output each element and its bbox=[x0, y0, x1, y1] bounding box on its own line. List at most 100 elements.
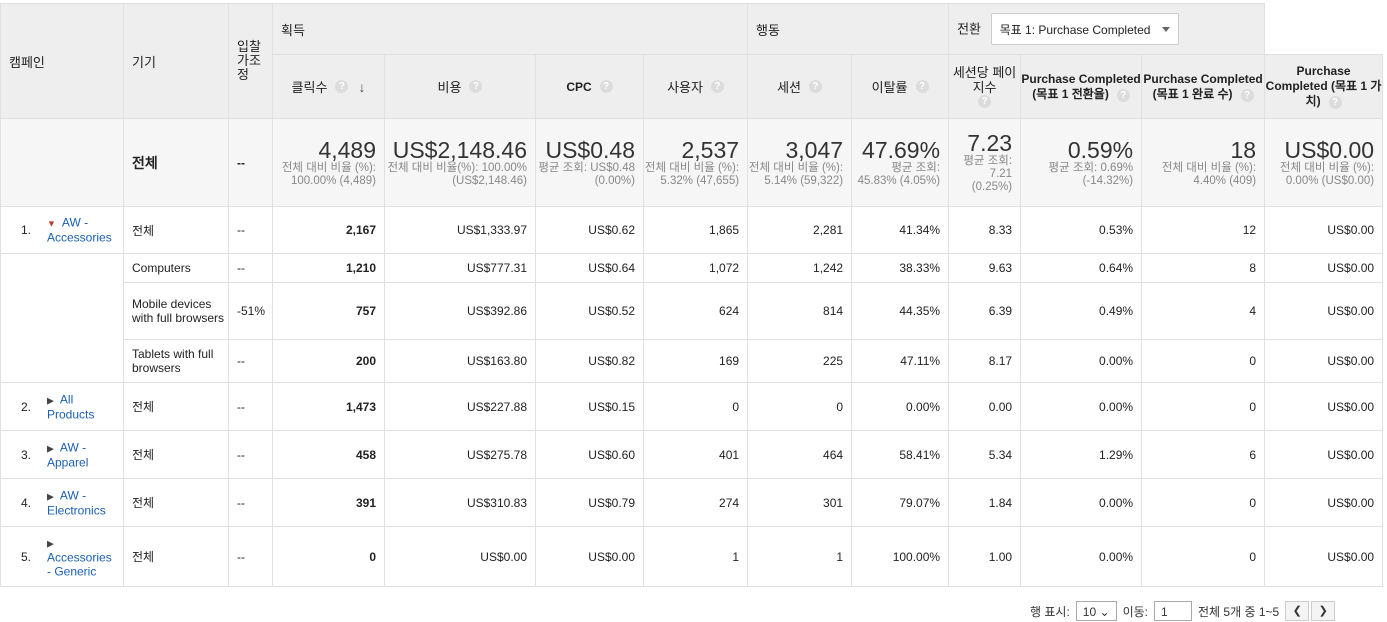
conv-rate-cell: 0.00% bbox=[1020, 478, 1143, 527]
campaign-cell: 3. ▶ AW - Apparel bbox=[0, 430, 124, 479]
help-icon[interactable]: ? bbox=[469, 80, 483, 93]
behavior-group-header: 행동 bbox=[747, 3, 950, 55]
value-cell: US$0.00 bbox=[1264, 282, 1384, 340]
campaign-link[interactable]: All Products bbox=[47, 392, 95, 421]
expanded-triangle-icon[interactable]: ▼ bbox=[47, 218, 56, 229]
campaign-link[interactable]: AW - Apparel bbox=[47, 440, 89, 469]
cpc-cell: US$0.64 bbox=[535, 253, 644, 283]
goal-select[interactable]: 목표 1: Purchase Completed bbox=[990, 13, 1180, 45]
value-column-header[interactable]: Purchase Completed (목표 1 가치)? bbox=[1264, 54, 1384, 119]
users-cell: 1,072 bbox=[642, 253, 749, 283]
campaign-column-header[interactable]: 캠페인 bbox=[0, 3, 124, 119]
help-icon[interactable]: ? bbox=[978, 95, 992, 108]
totals-row: 전체 -- 4,489 전체 대비 비율 (%): 100.00% (4,489)… bbox=[0, 118, 1384, 207]
clicks-column-header[interactable]: 클릭수? ↓ bbox=[272, 54, 385, 119]
users-cell: 624 bbox=[642, 282, 749, 340]
conv-rate-cell: 0.00% bbox=[1020, 339, 1143, 383]
sessions-cell: 464 bbox=[747, 430, 853, 479]
acquisition-group-header: 획득 bbox=[271, 3, 749, 55]
users-cell: 169 bbox=[642, 339, 749, 383]
bid-cell[interactable]: -- bbox=[228, 478, 273, 527]
cpc-column-header[interactable]: CPC? bbox=[535, 54, 644, 119]
totals-users: 2,537 전체 대비 비율 (%): 5.32% (47,655) bbox=[642, 118, 749, 207]
rows-per-page-select[interactable]: 10 ⌄ bbox=[1075, 601, 1117, 621]
users-cell: 1,865 bbox=[642, 206, 749, 254]
bounce-cell: 41.34% bbox=[851, 206, 950, 254]
device-cell: Tablets with full browsers bbox=[123, 339, 229, 383]
conv-rate-cell: 0.53% bbox=[1020, 206, 1143, 254]
pages-cell: 6.39 bbox=[948, 282, 1022, 340]
cost-cell: US$163.80 bbox=[384, 339, 536, 383]
expand-triangle-icon[interactable]: ▶ bbox=[47, 443, 54, 453]
sessions-cell: 225 bbox=[747, 339, 853, 383]
device-column-header[interactable]: 기기 bbox=[123, 3, 229, 119]
bid-adjust-column-header[interactable]: 입찰 가조 정 bbox=[228, 3, 273, 119]
campaign-cell: 1. ▼ AW - Accessories bbox=[0, 206, 124, 254]
pages-cell: 1.84 bbox=[948, 478, 1022, 527]
expand-triangle-icon[interactable]: ▶ bbox=[47, 538, 54, 548]
value-cell: US$0.00 bbox=[1264, 339, 1384, 383]
help-icon[interactable]: ? bbox=[1116, 88, 1130, 102]
sort-desc-icon[interactable]: ↓ bbox=[358, 78, 366, 95]
campaign-link[interactable]: AW - Electronics bbox=[47, 488, 106, 517]
bid-cell[interactable]: -- bbox=[228, 382, 273, 431]
cost-cell: US$227.88 bbox=[384, 382, 536, 431]
help-icon[interactable]: ? bbox=[599, 80, 613, 93]
cpc-cell: US$0.79 bbox=[535, 478, 644, 527]
sessions-cell: 1 bbox=[747, 526, 853, 587]
cost-cell: US$0.00 bbox=[384, 526, 536, 587]
bid-cell[interactable]: -- bbox=[228, 526, 273, 587]
range-text: 전체 5개 중 1~5 bbox=[1197, 604, 1280, 619]
conv-rate-cell: 1.29% bbox=[1020, 430, 1143, 479]
cost-column-header[interactable]: 비용? bbox=[384, 54, 536, 119]
table-row: 3. ▶ AW - Apparel 전체 -- 458 US$275.78 US$0… bbox=[0, 430, 1384, 479]
bid-cell[interactable]: -51% bbox=[228, 282, 273, 340]
totals-campaign-cell bbox=[0, 118, 124, 207]
goto-page-input[interactable]: 1 bbox=[1153, 601, 1192, 621]
help-icon[interactable]: ? bbox=[710, 80, 724, 93]
bid-cell[interactable]: -- bbox=[228, 430, 273, 479]
rows-label: 행 표시: bbox=[1030, 604, 1070, 619]
bid-cell[interactable]: -- bbox=[228, 206, 273, 254]
conv-rate-cell: 0.00% bbox=[1020, 526, 1143, 587]
totals-value: US$0.00 전체 대비 비율 (%): 0.00% (US$0.00) bbox=[1264, 118, 1384, 207]
next-page-icon[interactable]: ❯ bbox=[1311, 601, 1336, 621]
value-cell: US$0.00 bbox=[1264, 478, 1384, 527]
completions-cell: 0 bbox=[1141, 478, 1266, 527]
users-cell: 274 bbox=[642, 478, 749, 527]
conversion-rate-column-header[interactable]: Purchase Completed (목표 1 전환율)? bbox=[1020, 54, 1143, 119]
users-column-header[interactable]: 사용자? bbox=[642, 54, 749, 119]
clicks-cell: 0 bbox=[272, 526, 385, 587]
sessions-column-header[interactable]: 세션? bbox=[747, 54, 853, 119]
bid-cell[interactable]: -- bbox=[228, 253, 273, 283]
bid-cell[interactable]: -- bbox=[228, 339, 273, 383]
help-icon[interactable]: ? bbox=[809, 80, 822, 93]
clicks-cell: 1,473 bbox=[272, 382, 385, 431]
completions-cell: 12 bbox=[1141, 206, 1266, 254]
bounce-rate-column-header[interactable]: 이탈률? bbox=[851, 54, 950, 119]
cost-cell: US$1,333.97 bbox=[384, 206, 536, 254]
help-icon[interactable]: ? bbox=[335, 80, 349, 93]
campaign-link[interactable]: Accessories - Generic bbox=[47, 550, 112, 578]
cpc-cell: US$0.15 bbox=[535, 382, 644, 431]
campaign-link[interactable]: AW - Accessories bbox=[47, 215, 112, 245]
help-icon[interactable]: ? bbox=[1328, 96, 1342, 109]
device-cell: 전체 bbox=[123, 478, 229, 527]
totals-bid: -- bbox=[228, 118, 273, 207]
clicks-cell: 2,167 bbox=[272, 206, 385, 254]
completions-column-header[interactable]: Purchase Completed (목표 1 완료 수)? bbox=[1141, 54, 1266, 119]
help-icon[interactable]: ? bbox=[915, 80, 929, 93]
expand-triangle-icon[interactable]: ▶ bbox=[47, 395, 54, 405]
pages-per-session-column-header[interactable]: 세션당 페이지수? bbox=[948, 54, 1022, 119]
table-row: Tablets with full browsers -- 200 US$163… bbox=[1, 339, 1384, 383]
value-cell: US$0.00 bbox=[1264, 526, 1384, 587]
prev-page-icon[interactable]: ❮ bbox=[1285, 601, 1310, 621]
conv-rate-cell: 0.49% bbox=[1020, 282, 1143, 340]
totals-clicks: 4,489 전체 대비 비율 (%): 100.00% (4,489) bbox=[272, 118, 385, 207]
totals-completions: 18 전체 대비 비율 (%): 4.40% (409) bbox=[1141, 118, 1266, 207]
expand-triangle-icon[interactable]: ▶ bbox=[47, 491, 54, 501]
table-row: 4. ▶ AW - Electronics 전체 -- 391 US$310.83 … bbox=[0, 478, 1384, 527]
pagination-bar: 행 표시: 10 ⌄ 이동: 1 전체 5개 중 1~5 ❮ ❯ bbox=[1030, 600, 1336, 622]
help-icon[interactable]: ? bbox=[1240, 88, 1254, 102]
